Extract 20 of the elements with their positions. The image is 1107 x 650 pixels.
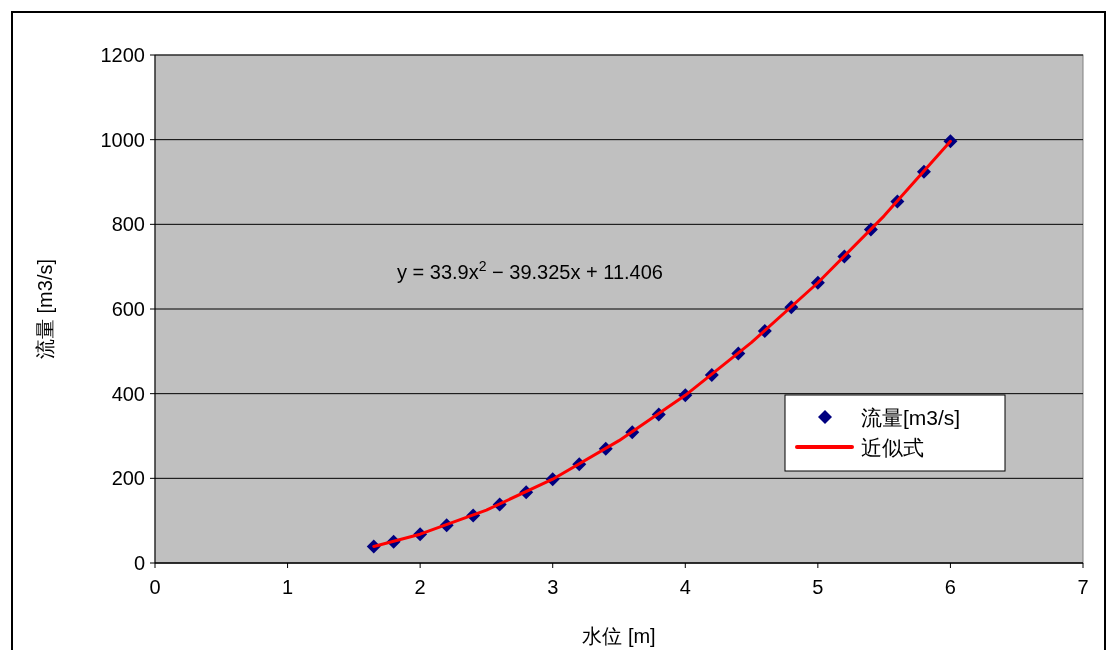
x-tick-label: 0 xyxy=(149,576,161,598)
y-tick-label: 1000 xyxy=(100,128,145,151)
y-tick-label: 800 xyxy=(111,213,145,236)
y-tick-label: 400 xyxy=(111,382,145,405)
x-tick-label: 1 xyxy=(282,576,294,598)
y-tick-label: 1200 xyxy=(100,44,145,66)
x-tick-label: 6 xyxy=(944,576,956,598)
x-tick-label: 4 xyxy=(679,576,691,598)
y-tick-label: 600 xyxy=(111,298,145,320)
x-tick-label: 2 xyxy=(414,576,426,598)
x-tick-label: 7 xyxy=(1077,576,1089,598)
annotation: y = 33.9x$^{2}$ − 39.325x + 11.406 xyxy=(397,258,663,283)
x-axis-title: 水位 [m] xyxy=(582,625,656,647)
y-tick-label: 200 xyxy=(111,467,145,490)
y-axis-title: 流量 [m3/s] xyxy=(34,258,56,360)
x-tick-label: 5 xyxy=(812,576,824,598)
y-tick-label: 0 xyxy=(133,552,145,574)
legend-label: 流量[m3/s] xyxy=(861,406,961,429)
legend-label: 近似式 xyxy=(861,436,924,459)
x-tick-label: 3 xyxy=(547,576,559,598)
